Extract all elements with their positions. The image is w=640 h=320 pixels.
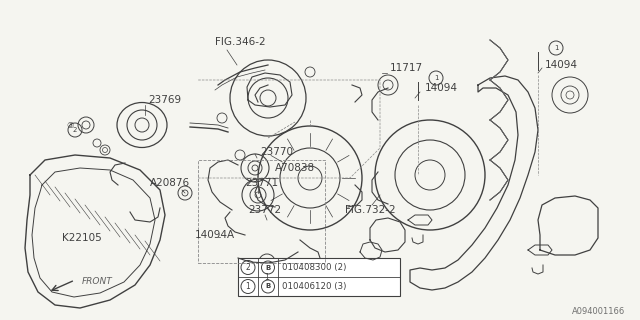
Text: 010406120 (3): 010406120 (3) — [282, 282, 346, 291]
Text: 1: 1 — [434, 75, 438, 81]
Text: 1: 1 — [554, 45, 558, 51]
Text: A20876: A20876 — [150, 178, 190, 188]
Text: 14094: 14094 — [425, 83, 458, 93]
Text: 23770: 23770 — [260, 147, 293, 157]
Text: 14094: 14094 — [545, 60, 578, 70]
Text: 2: 2 — [246, 263, 250, 272]
Text: B: B — [266, 284, 271, 290]
Text: B: B — [266, 265, 271, 270]
Text: 010408300 (2): 010408300 (2) — [282, 263, 346, 272]
Text: 14094A: 14094A — [195, 230, 235, 240]
Text: 1: 1 — [246, 282, 250, 291]
Text: FRONT: FRONT — [82, 277, 113, 286]
Text: 2: 2 — [73, 127, 77, 133]
Text: 23772: 23772 — [248, 205, 281, 215]
Text: FIG.732-2: FIG.732-2 — [345, 205, 396, 215]
Text: A70838: A70838 — [275, 163, 315, 173]
Text: A094001166: A094001166 — [572, 308, 625, 316]
Bar — [238, 258, 400, 296]
Text: ③: ③ — [67, 121, 74, 130]
Text: 23769: 23769 — [148, 95, 181, 105]
Text: 11717: 11717 — [390, 63, 423, 73]
Text: FIG.346-2: FIG.346-2 — [215, 37, 266, 47]
Text: K22105: K22105 — [62, 233, 102, 243]
Text: 23771: 23771 — [245, 178, 278, 188]
Text: 1: 1 — [264, 274, 269, 283]
